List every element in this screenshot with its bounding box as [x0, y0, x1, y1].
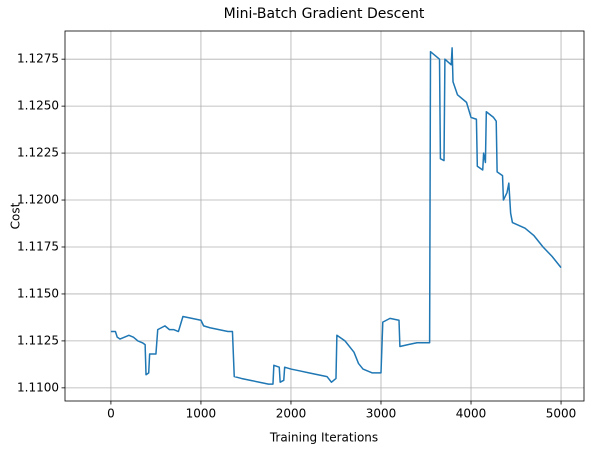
chart-title: Mini-Batch Gradient Descent	[224, 6, 425, 22]
x-tick-label: 4000	[456, 407, 487, 421]
x-tick-label: 3000	[366, 407, 397, 421]
x-tick-label: 5000	[546, 407, 577, 421]
y-tick-label: 1.1100	[17, 380, 59, 394]
y-tick-label: 1.1250	[17, 99, 59, 113]
plot-frame	[64, 30, 585, 402]
y-tick-label: 1.1275	[17, 52, 59, 66]
y-tick-label: 1.1175	[17, 239, 59, 253]
y-tick-label: 1.1125	[17, 333, 59, 347]
y-axis-label: Cost	[9, 202, 23, 229]
x-tick-label: 1000	[186, 407, 217, 421]
y-tick-label: 1.1200	[17, 193, 59, 207]
x-tick-label: 2000	[276, 407, 307, 421]
y-tick-label: 1.1225	[17, 146, 59, 160]
y-tick-label: 1.1150	[17, 286, 59, 300]
x-tick-label: 0	[107, 407, 115, 421]
x-axis-label: Training Iterations	[269, 431, 378, 445]
line-series	[110, 47, 562, 385]
